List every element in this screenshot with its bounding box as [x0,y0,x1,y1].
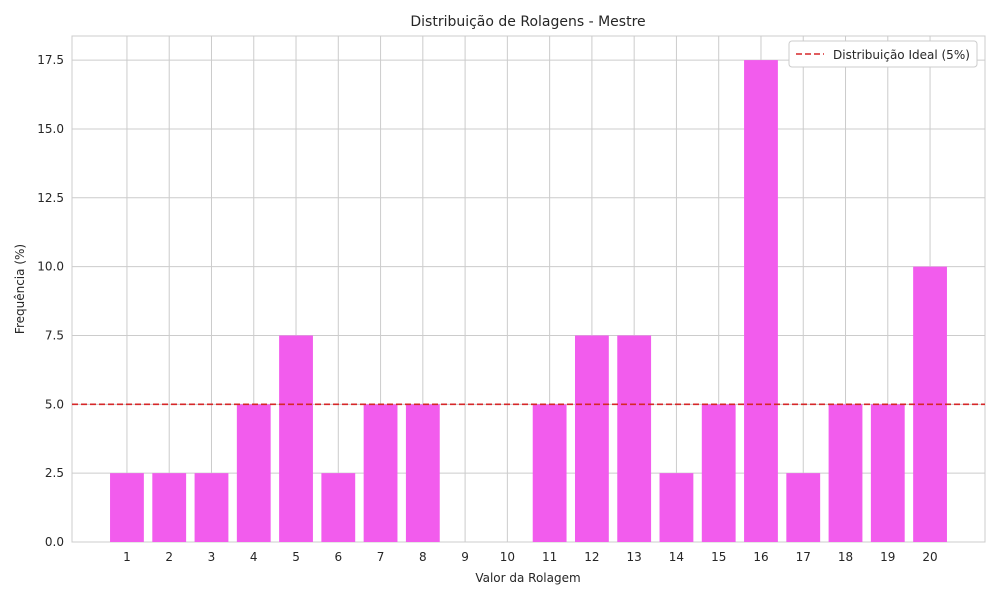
bar-3 [194,473,229,542]
x-tick-label: 7 [377,550,385,564]
legend-entry-label: Distribuição Ideal (5%) [833,48,970,62]
y-tick-label: 0.0 [45,535,64,549]
x-tick-label: 20 [922,550,937,564]
bar-19 [870,404,905,542]
y-tick-label: 7.5 [45,328,64,342]
x-tick-label: 5 [292,550,300,564]
x-tick-label: 3 [208,550,216,564]
x-tick-label: 14 [669,550,684,564]
bars [110,60,947,542]
bar-15 [701,404,736,542]
bar-2 [152,473,187,542]
x-tick-label: 16 [753,550,768,564]
legend: Distribuição Ideal (5%) [788,40,978,68]
y-tick-label: 12.5 [37,191,64,205]
bar-17 [786,473,821,542]
x-tick-label: 4 [250,550,258,564]
y-axis-label: Frequência (%) [13,244,27,334]
x-tick-label: 6 [334,550,342,564]
y-tick-label: 17.5 [37,53,64,67]
x-tick-label: 12 [584,550,599,564]
legend-box [788,40,978,68]
bar-18 [828,404,863,542]
x-tick-label: 15 [711,550,726,564]
x-tick-label: 10 [500,550,515,564]
y-tick-label: 15.0 [37,122,64,136]
x-tick-label: 19 [880,550,895,564]
y-tick-label: 10.0 [37,260,64,274]
bar-14 [659,473,694,542]
x-tick-label: 13 [627,550,642,564]
y-tick-labels: 0.0 2.5 5.0 7.5 10.0 12.5 15.0 17.5 [37,53,64,549]
bar-4 [236,404,271,542]
x-tick-label: 8 [419,550,427,564]
bar-1 [110,473,144,542]
x-tick-label: 1 [123,550,131,564]
x-tick-label: 17 [796,550,811,564]
chart-title: Distribuição de Rolagens - Mestre [410,14,645,30]
bar-11 [532,404,567,542]
x-axis-label: Valor da Rolagem [475,571,580,585]
bar-8 [405,404,440,542]
bar-6 [321,473,356,542]
y-tick-label: 2.5 [45,466,64,480]
x-tick-label: 9 [461,550,469,564]
x-tick-label: 11 [542,550,557,564]
x-tick-label: 2 [165,550,173,564]
x-tick-labels: 1 2 3 4 5 6 7 8 9 10 11 12 13 14 15 16 17 18 19 20 [123,550,938,564]
bar-13 [617,335,652,542]
y-tick-label: 5.0 [45,397,64,411]
bar-7 [363,404,398,542]
bar-5 [279,335,313,542]
bar-16 [744,60,778,542]
x-tick-label: 18 [838,550,853,564]
bar-12 [574,335,609,542]
